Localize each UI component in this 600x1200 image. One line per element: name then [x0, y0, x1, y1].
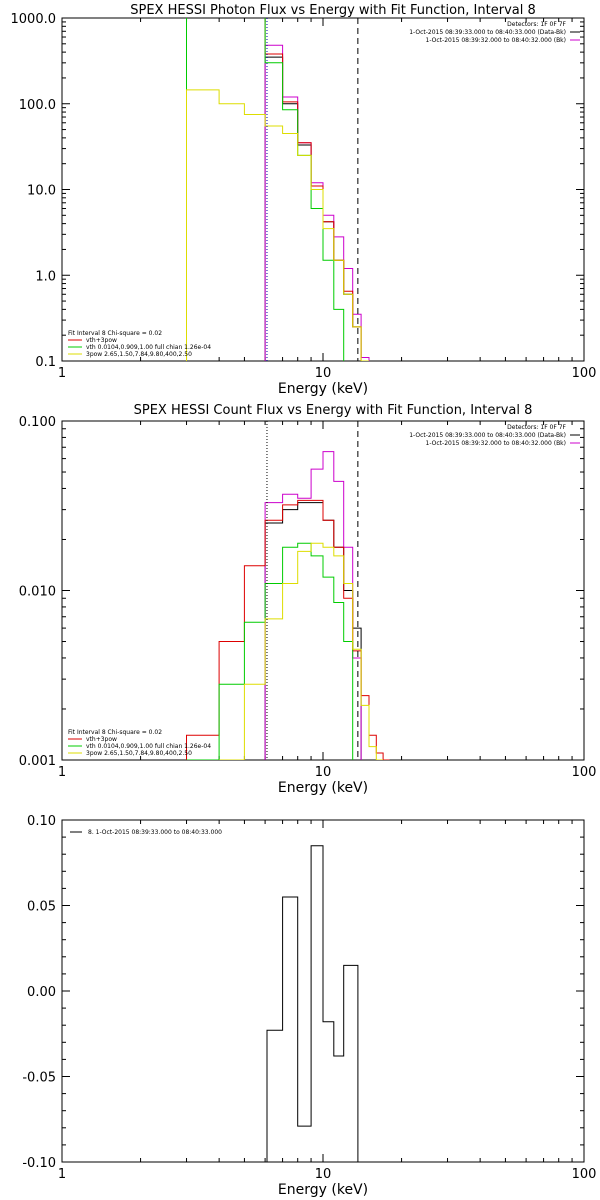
y-tick-label: 0.010: [19, 585, 56, 600]
data-layer: [266, 845, 359, 1162]
series-line-5: [186, 89, 369, 361]
y-tick-label: 0.05: [27, 900, 56, 915]
x-tick-label: 1: [58, 1167, 66, 1182]
y-tick-label: 100.0: [19, 98, 56, 113]
x-axis-label: Energy (keV): [278, 1182, 368, 1198]
series-line-4: [186, 542, 354, 760]
legend-entry: 8. 1-Oct-2015 08:39:33.000 to 08:40:33.0…: [88, 829, 222, 836]
legend-entry: vth+3pow: [86, 736, 117, 743]
x-tick-label: 100: [572, 366, 597, 381]
y-tick-label: -0.10: [22, 1156, 56, 1171]
series-line-1: [266, 845, 359, 1162]
y-tick-label: 0.001: [19, 754, 56, 769]
x-tick-label: 10: [315, 366, 332, 381]
y-tick-label: -0.05: [22, 1071, 56, 1086]
x-axis-label: Energy (keV): [278, 381, 368, 397]
x-tick-label: 10: [315, 765, 332, 780]
series-line-3: [186, 499, 390, 760]
x-tick-label: 100: [572, 1167, 597, 1182]
y-tick-label: 1000.0: [11, 12, 57, 27]
y-tick-label: 10.0: [27, 184, 56, 199]
legend-entry: 3pow 2.65,1.50,7.84,9.80,400,2.50: [86, 351, 192, 358]
x-axis-label: Energy (keV): [278, 780, 368, 796]
data-layer: [186, 451, 390, 760]
x-tick-label: 1: [58, 765, 66, 780]
series-line-2: [264, 44, 370, 361]
plot-frame: [61, 420, 585, 761]
x-tick-label: 1: [58, 366, 66, 381]
info-line: Detectors: 1F 0F 7F: [507, 424, 566, 431]
legend-entry: vth 0.0104,0.909,1.00 full chian 1.26e-0…: [86, 743, 211, 750]
y-tick-label: 1.0: [35, 269, 56, 284]
series-line-2: [264, 451, 362, 760]
info-line: 1-Oct-2015 08:39:32.000 to 08:40:32.000 …: [426, 37, 567, 44]
legend-title: Fit Interval 8 Chi-square = 0.02: [68, 729, 162, 736]
info-line: 1-Oct-2015 08:39:32.000 to 08:40:32.000 …: [426, 440, 567, 447]
series-line-3: [186, 18, 369, 361]
series-line-4: [186, 18, 354, 361]
y-tick-label: 0.100: [19, 415, 56, 430]
chart-panel-3: 1 10 100 Energy (keV) -0.10 -0.05 0.00 0.05 0.10…: [22, 814, 596, 1198]
y-tick-label: 0.00: [27, 985, 56, 1000]
chart-panel-1: SPEX HESSI Photon Flux vs Energy with Fi…: [11, 3, 597, 397]
series-line-1: [264, 56, 370, 361]
legend-title: Fit Interval 8 Chi-square = 0.02: [68, 330, 162, 337]
x-tick-label: 100: [572, 765, 597, 780]
data-layer: [186, 18, 370, 361]
chart-title: SPEX HESSI Count Flux vs Energy with Fit…: [134, 403, 533, 418]
info-line: Detectors: 1F 0F 7F: [507, 21, 566, 28]
y-tick-label: 0.1: [35, 355, 56, 370]
legend-entry: vth 0.0104,0.909,1.00 full chian 1.26e-0…: [86, 344, 211, 351]
legend-entry: 3pow 2.65,1.50,7.84,9.80,400,2.50: [86, 750, 192, 757]
info-line: 1-Oct-2015 08:39:33.000 to 08:40:33.000 …: [409, 29, 566, 36]
x-tick-label: 10: [315, 1167, 332, 1182]
series-line-5: [219, 542, 384, 760]
y-tick-label: 0.10: [27, 814, 56, 829]
series-line-1: [264, 502, 362, 760]
chart-title: SPEX HESSI Photon Flux vs Energy with Fi…: [130, 3, 536, 18]
chart-panel-2: SPEX HESSI Count Flux vs Energy with Fit…: [19, 403, 597, 796]
info-line: 1-Oct-2015 08:39:33.000 to 08:40:33.000 …: [409, 432, 566, 439]
legend-entry: vth+3pow: [86, 337, 117, 344]
